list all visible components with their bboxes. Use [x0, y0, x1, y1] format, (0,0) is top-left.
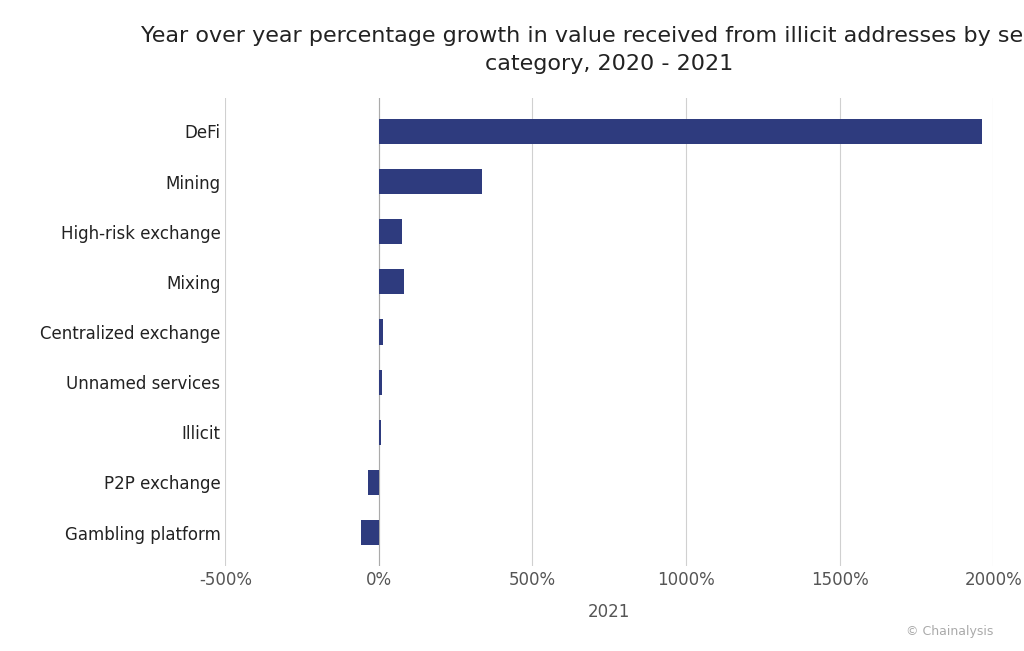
Bar — [368, 470, 379, 495]
Text: © Chainalysis: © Chainalysis — [906, 625, 993, 638]
Bar — [379, 219, 401, 244]
Bar — [379, 270, 404, 294]
Bar — [379, 119, 982, 144]
Bar — [379, 320, 383, 344]
Bar — [379, 370, 382, 395]
Bar — [379, 169, 482, 194]
X-axis label: 2021: 2021 — [588, 603, 631, 621]
Bar — [361, 520, 379, 545]
Title: Year over year percentage growth in value received from illicit addresses by ser: Year over year percentage growth in valu… — [141, 26, 1024, 74]
Bar — [379, 420, 381, 445]
